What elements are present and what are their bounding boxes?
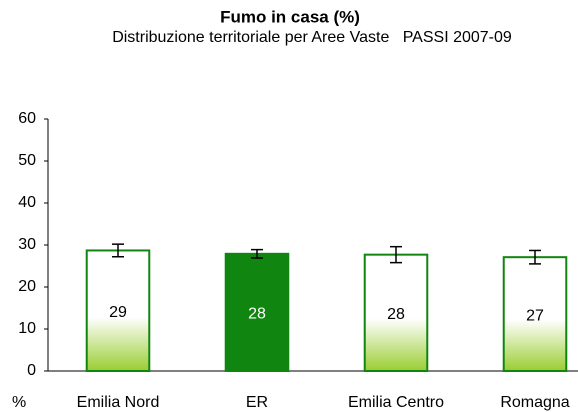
y-tick-label: 20 [18,278,36,295]
y-tick-label: 30 [18,236,36,253]
y-tick-label: 50 [18,152,36,169]
value-label: 29 [109,304,127,321]
chart-subtitle: Distribuzione territoriale per Aree Vast… [112,29,512,46]
value-label: 28 [387,306,405,323]
y-axis-label: % [12,394,26,411]
x-tick-label: ER [246,394,268,411]
y-tick-label: 40 [18,194,36,211]
y-tick-label: 60 [18,110,36,127]
x-tick-label: Romagna [500,394,569,411]
chart-title: Fumo in casa (%) [220,7,360,26]
y-tick-label: 10 [18,320,36,337]
x-tick-label: Emilia Nord [77,394,160,411]
bar [363,253,429,372]
y-tick-label: 0 [27,362,36,379]
x-tick-label: Emilia Centro [348,394,444,411]
value-label: 27 [526,307,544,324]
value-label: 28 [248,306,266,323]
